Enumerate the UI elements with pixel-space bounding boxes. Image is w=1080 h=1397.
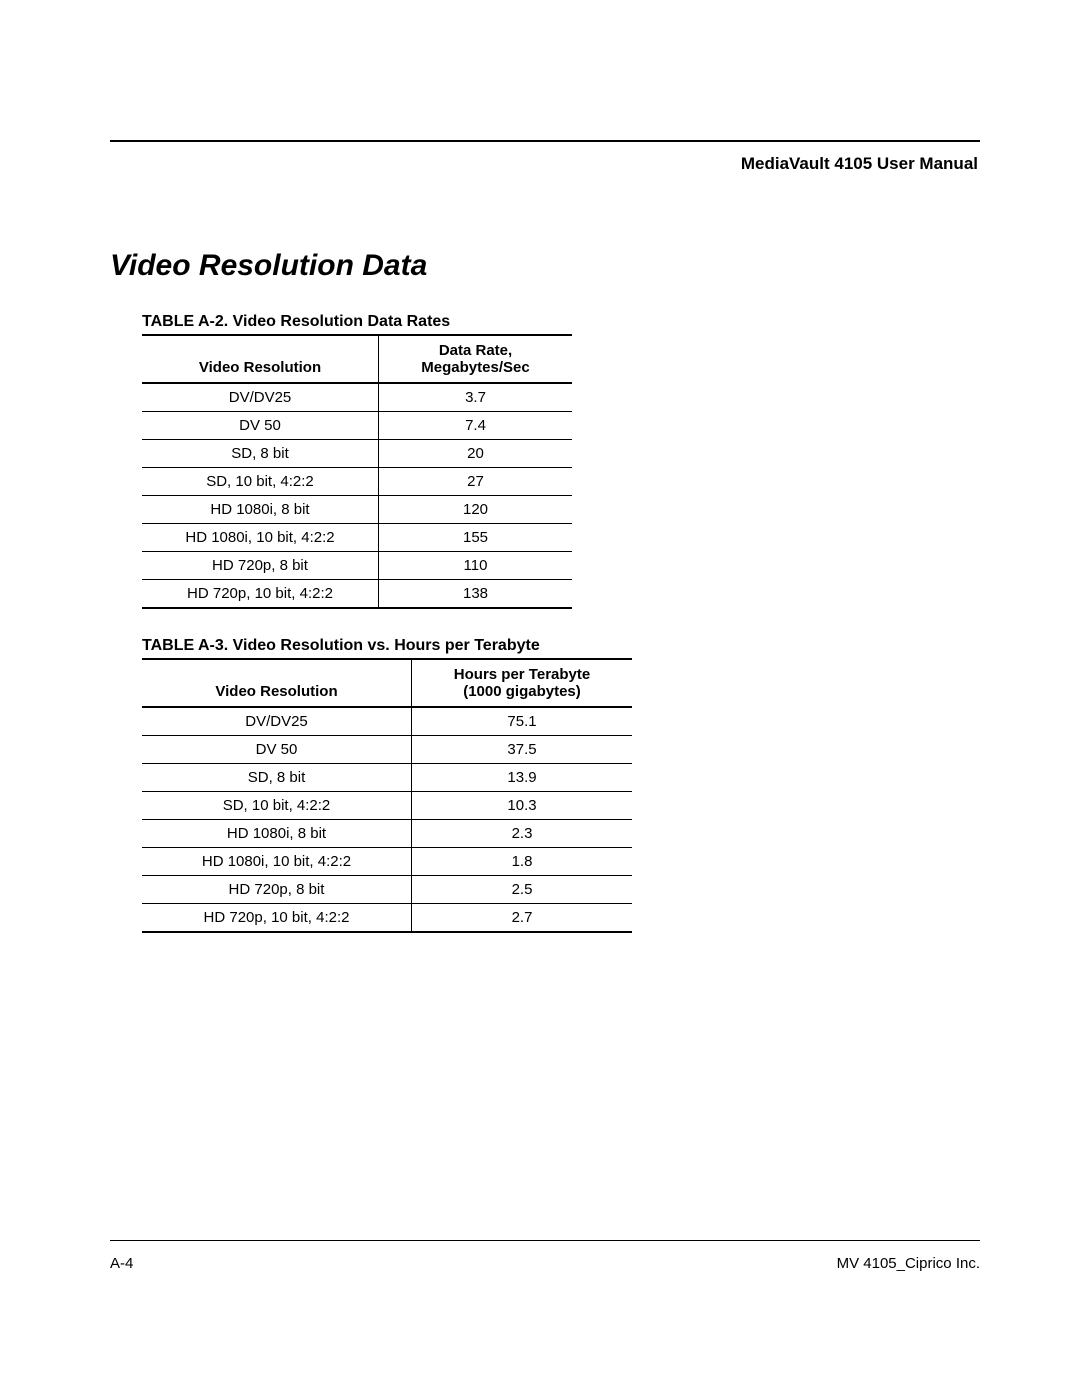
cell-res: SD, 8 bit bbox=[142, 440, 379, 468]
table2-col1-header: Video Resolution bbox=[142, 659, 412, 707]
cell-res: SD, 10 bit, 4:2:2 bbox=[142, 468, 379, 496]
table-row: DV/DV253.7 bbox=[142, 383, 572, 412]
cell-val: 3.7 bbox=[379, 383, 573, 412]
table1-col2-header: Data Rate, Megabytes/Sec bbox=[379, 335, 573, 383]
page: MediaVault 4105 User Manual Video Resolu… bbox=[0, 0, 1080, 1397]
cell-res: DV 50 bbox=[142, 412, 379, 440]
table2-caption-text: Video Resolution vs. Hours per Terabyte bbox=[233, 637, 540, 654]
table-row: SD, 10 bit, 4:2:227 bbox=[142, 468, 572, 496]
table-row: HD 720p, 10 bit, 4:2:2138 bbox=[142, 580, 572, 609]
cell-val: 155 bbox=[379, 524, 573, 552]
cell-val: 20 bbox=[379, 440, 573, 468]
table-row: SD, 10 bit, 4:2:210.3 bbox=[142, 792, 632, 820]
cell-val: 120 bbox=[379, 496, 573, 524]
table-row: HD 1080i, 8 bit2.3 bbox=[142, 820, 632, 848]
table1-col1-header: Video Resolution bbox=[142, 335, 379, 383]
table-row: DV 5037.5 bbox=[142, 736, 632, 764]
cell-res: DV/DV25 bbox=[142, 707, 412, 736]
cell-res: HD 720p, 10 bit, 4:2:2 bbox=[142, 580, 379, 609]
cell-val: 10.3 bbox=[412, 792, 633, 820]
cell-val: 110 bbox=[379, 552, 573, 580]
table-row: HD 1080i, 10 bit, 4:2:2155 bbox=[142, 524, 572, 552]
table-row: DV 507.4 bbox=[142, 412, 572, 440]
table1-col2-header-line1: Data Rate, bbox=[439, 342, 512, 359]
footer-text: MV 4105_Ciprico Inc. bbox=[837, 1255, 980, 1272]
table2-col2-header-line2: (1000 gigabytes) bbox=[418, 683, 626, 700]
cell-res: HD 1080i, 10 bit, 4:2:2 bbox=[142, 524, 379, 552]
page-footer: A-4 MV 4105_Ciprico Inc. bbox=[110, 1240, 980, 1272]
cell-res: DV 50 bbox=[142, 736, 412, 764]
cell-res: HD 720p, 8 bit bbox=[142, 876, 412, 904]
cell-val: 75.1 bbox=[412, 707, 633, 736]
cell-val: 1.8 bbox=[412, 848, 633, 876]
table1-caption-text: Video Resolution Data Rates bbox=[233, 313, 451, 330]
cell-res: DV/DV25 bbox=[142, 383, 379, 412]
cell-res: HD 720p, 10 bit, 4:2:2 bbox=[142, 904, 412, 933]
table2: Video Resolution Hours per Terabyte (100… bbox=[142, 658, 632, 933]
table1: Video Resolution Data Rate, Megabytes/Se… bbox=[142, 334, 572, 609]
table2-caption: TABLE A-3. Video Resolution vs. Hours pe… bbox=[142, 637, 980, 655]
cell-res: HD 1080i, 8 bit bbox=[142, 820, 412, 848]
cell-res: SD, 8 bit bbox=[142, 764, 412, 792]
table-row: HD 720p, 8 bit110 bbox=[142, 552, 572, 580]
cell-val: 138 bbox=[379, 580, 573, 609]
section-title: Video Resolution Data bbox=[110, 249, 980, 283]
table1-caption: TABLE A-2. Video Resolution Data Rates bbox=[142, 313, 980, 331]
table-row: DV/DV2575.1 bbox=[142, 707, 632, 736]
doc-title: MediaVault 4105 User Manual bbox=[110, 154, 980, 174]
cell-val: 2.7 bbox=[412, 904, 633, 933]
table2-header-row: Video Resolution Hours per Terabyte (100… bbox=[142, 659, 632, 707]
cell-val: 2.3 bbox=[412, 820, 633, 848]
table-row: HD 1080i, 8 bit120 bbox=[142, 496, 572, 524]
table-row: SD, 8 bit20 bbox=[142, 440, 572, 468]
table2-col2-header-line1: Hours per Terabyte bbox=[454, 666, 590, 683]
table-row: HD 720p, 8 bit2.5 bbox=[142, 876, 632, 904]
table-row: HD 1080i, 10 bit, 4:2:21.8 bbox=[142, 848, 632, 876]
cell-val: 2.5 bbox=[412, 876, 633, 904]
table-row: SD, 8 bit13.9 bbox=[142, 764, 632, 792]
cell-val: 7.4 bbox=[379, 412, 573, 440]
footer-rule bbox=[110, 1240, 980, 1241]
cell-res: HD 1080i, 10 bit, 4:2:2 bbox=[142, 848, 412, 876]
header-rule bbox=[110, 140, 980, 142]
cell-val: 37.5 bbox=[412, 736, 633, 764]
cell-res: HD 1080i, 8 bit bbox=[142, 496, 379, 524]
table2-col2-header: Hours per Terabyte (1000 gigabytes) bbox=[412, 659, 633, 707]
cell-val: 13.9 bbox=[412, 764, 633, 792]
table1-caption-label: TABLE A-2. bbox=[142, 313, 228, 330]
cell-res: HD 720p, 8 bit bbox=[142, 552, 379, 580]
table-row: HD 720p, 10 bit, 4:2:22.7 bbox=[142, 904, 632, 933]
table1-col2-header-line2: Megabytes/Sec bbox=[385, 359, 566, 376]
table2-caption-label: TABLE A-3. bbox=[142, 637, 228, 654]
table1-header-row: Video Resolution Data Rate, Megabytes/Se… bbox=[142, 335, 572, 383]
cell-res: SD, 10 bit, 4:2:2 bbox=[142, 792, 412, 820]
page-number: A-4 bbox=[110, 1255, 133, 1272]
cell-val: 27 bbox=[379, 468, 573, 496]
